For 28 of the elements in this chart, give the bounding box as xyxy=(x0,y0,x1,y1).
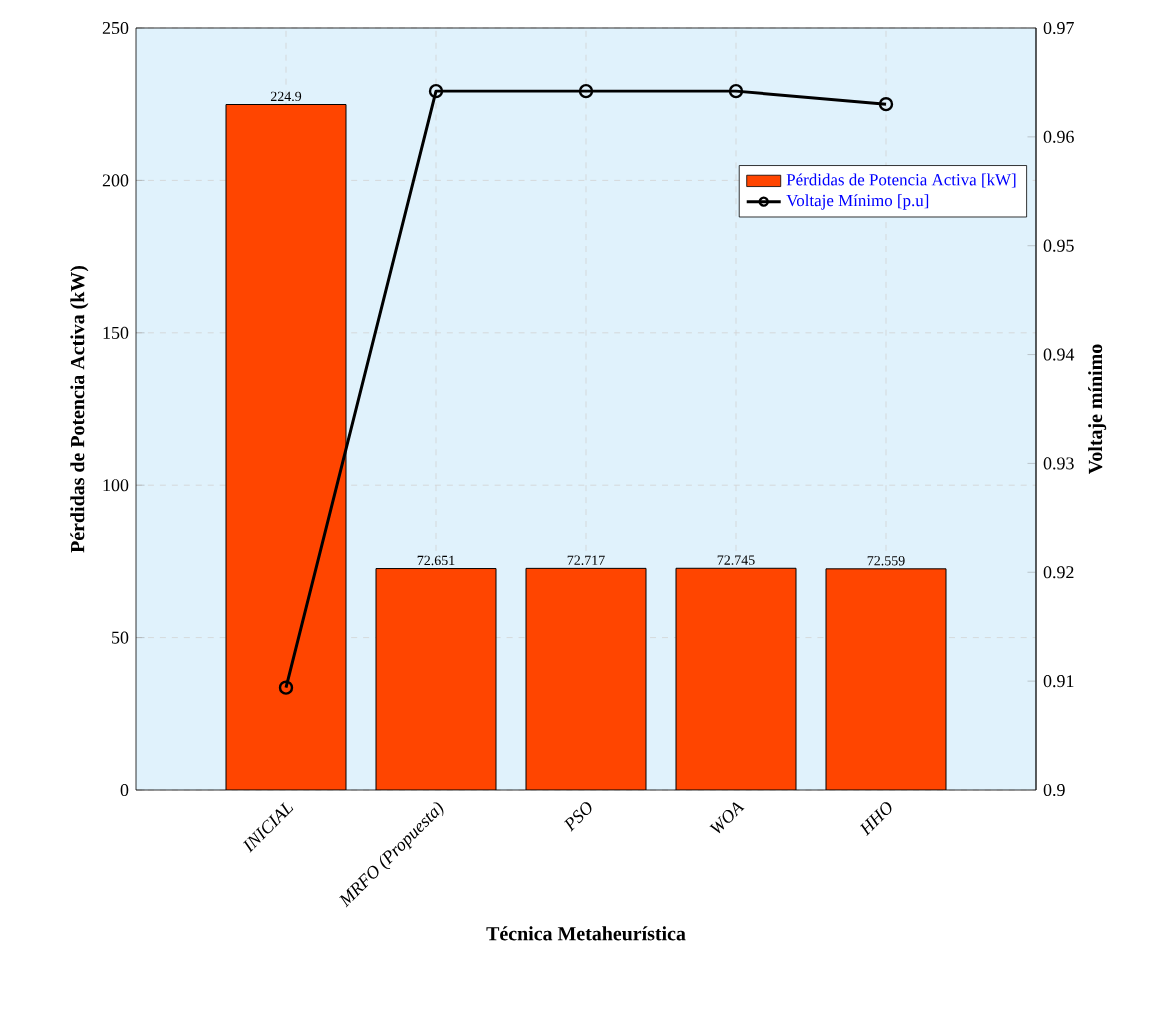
y-tick-label: 200 xyxy=(102,174,129,187)
y2-axis-title: Voltaje mínimo xyxy=(1088,344,1107,474)
y-tick-label: 150 xyxy=(103,326,129,339)
y2-tick-label: 0.97 xyxy=(1043,21,1074,35)
bar xyxy=(226,104,346,790)
legend-label: Voltaje Mínimo [p.u] xyxy=(786,194,929,210)
legend-label: Pérdidas de Potencia Activa [kW] xyxy=(786,173,1016,188)
y2-tick-label: 0.95 xyxy=(1043,239,1074,252)
y-axis-title: Pérdidas de Potencia Activa (kW) xyxy=(70,265,89,553)
bar xyxy=(676,568,797,790)
y-tick-label: 250 xyxy=(102,21,129,35)
y2-tick-label: 0.91 xyxy=(1043,675,1074,688)
y-tick-label: 50 xyxy=(112,631,129,644)
y2-tick-label: 0.92 xyxy=(1043,566,1074,579)
x-axis-title: Técnica Metaheurística xyxy=(486,926,686,941)
y-tick-label: 100 xyxy=(103,479,129,492)
x-tick-label: PSO xyxy=(564,802,592,832)
bar xyxy=(825,568,947,790)
y2-tick-label: 0.94 xyxy=(1043,348,1075,361)
y-tick-label: 0 xyxy=(120,783,129,797)
point xyxy=(728,83,744,99)
point xyxy=(428,83,444,99)
y2-tick-label: 0.96 xyxy=(1043,130,1074,143)
bar xyxy=(526,568,646,790)
y2-tick-label: 0.93 xyxy=(1043,457,1074,470)
y2-tick-label: 0.9 xyxy=(1043,783,1065,797)
point xyxy=(578,83,594,99)
bar xyxy=(376,568,496,790)
